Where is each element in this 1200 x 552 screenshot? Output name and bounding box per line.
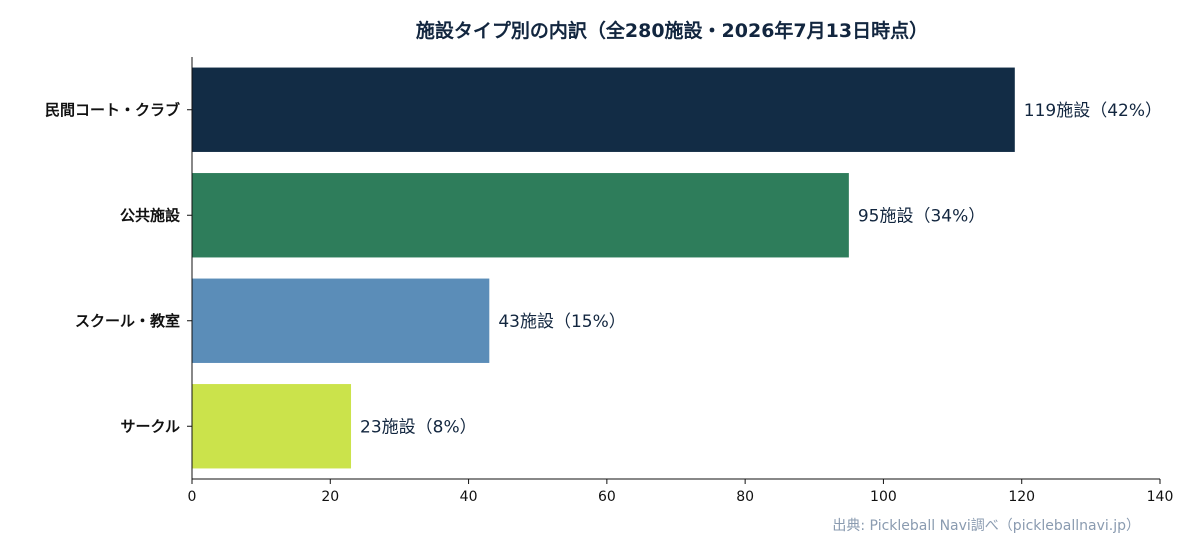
bar-4 bbox=[192, 384, 352, 469]
value-label-2: 95施設（34%） bbox=[858, 206, 985, 226]
value-label-4: 23施設（8%） bbox=[360, 417, 477, 437]
x-tick-label-8: 140 bbox=[1147, 489, 1174, 505]
bars-layer: 119施設（42%） 95施設（34%） 43施設（15%） 23施設（8%） bbox=[192, 67, 1162, 469]
category-label-2: 公共施設 bbox=[120, 206, 181, 224]
category-label-4: サークル bbox=[120, 417, 180, 435]
value-label-3: 43施設（15%） bbox=[498, 312, 625, 332]
x-tick-label-2: 20 bbox=[321, 489, 339, 505]
bar-3 bbox=[192, 278, 490, 363]
category-label-1: 民間コート・クラブ bbox=[45, 101, 180, 119]
x-tick-label-4: 60 bbox=[598, 489, 616, 505]
x-tick-label-5: 80 bbox=[736, 489, 754, 505]
x-tick-label-6: 100 bbox=[870, 489, 897, 505]
x-tick-label-7: 120 bbox=[1008, 489, 1035, 505]
category-label-3: スクール・教室 bbox=[75, 312, 180, 330]
bar-1 bbox=[192, 67, 1015, 152]
bar-2 bbox=[192, 173, 849, 258]
chart-title: 施設タイプ別の内訳（全280施設・2026年7月13日時点） bbox=[416, 19, 928, 42]
source-note: 出典: Pickleball Navi調べ（pickleballnavi.jp） bbox=[832, 518, 1140, 534]
value-label-1: 119施設（42%） bbox=[1024, 101, 1162, 121]
x-tick-label-3: 40 bbox=[460, 489, 478, 505]
x-tick-label-1: 0 bbox=[188, 489, 197, 505]
